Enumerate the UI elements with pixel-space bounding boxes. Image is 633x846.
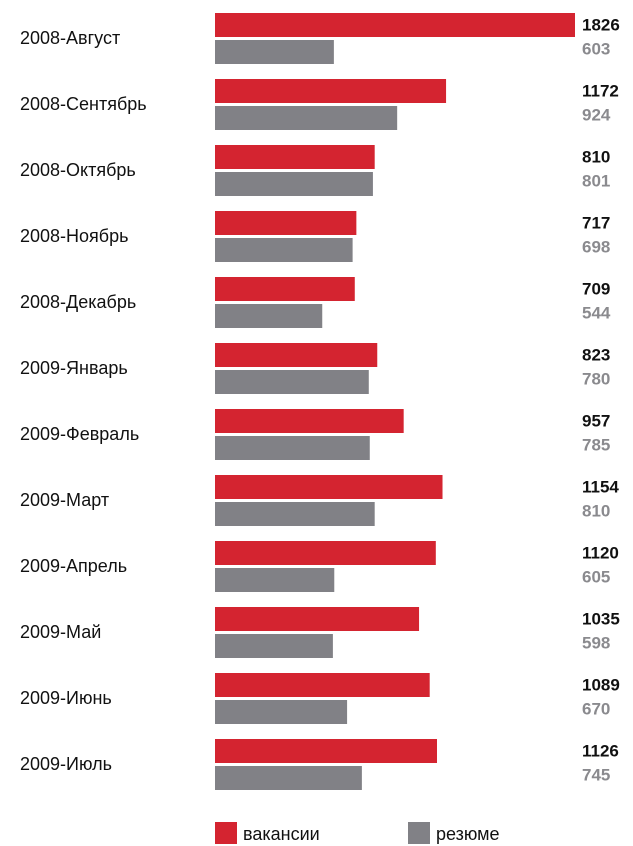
bar [215,502,375,526]
category-label: 2008-Сентябрь [20,94,147,114]
bar [215,370,369,394]
category-label: 2008-Декабрь [20,292,136,312]
value-label: 544 [582,303,611,322]
value-label: 709 [582,279,610,298]
bar [215,673,430,697]
value-label: 810 [582,147,610,166]
legend-label: вакансии [243,824,320,844]
bar [215,634,333,658]
bar [215,475,443,499]
category-label: 2009-Май [20,622,101,642]
category-label: 2009-Март [20,490,109,510]
value-label: 670 [582,699,610,718]
value-label: 1126 [582,741,619,760]
legend-label: резюме [436,824,500,844]
value-label: 745 [582,765,610,784]
bar [215,277,355,301]
value-label: 1120 [582,543,619,562]
bar [215,541,436,565]
category-label: 2009-Февраль [20,424,139,444]
bar [215,211,357,235]
bar [215,304,323,328]
value-label: 823 [582,345,610,364]
category-label: 2008-Август [20,28,120,48]
bar [215,145,375,169]
bar [215,607,420,631]
bar [215,343,378,367]
bar [215,106,398,130]
value-label: 1154 [582,477,619,496]
value-label: 698 [582,237,610,256]
category-label: 2009-Январь [20,358,128,378]
category-label: 2008-Октябрь [20,160,136,180]
bar [215,409,404,433]
bar [215,436,370,460]
value-label: 1089 [582,675,620,694]
legend-swatch [408,822,430,844]
value-label: 598 [582,633,610,652]
bar [215,739,437,763]
value-label: 780 [582,369,610,388]
bar [215,40,334,64]
category-label: 2009-Июль [20,754,112,774]
category-label: 2009-Апрель [20,556,127,576]
bar [215,568,335,592]
category-label: 2009-Июнь [20,688,112,708]
bar [215,238,353,262]
value-label: 1172 [582,81,619,100]
value-label: 717 [582,213,610,232]
value-label: 785 [582,435,610,454]
bar [215,766,362,790]
value-label: 957 [582,411,610,430]
value-label: 801 [582,171,610,190]
value-label: 605 [582,567,610,586]
legend-swatch [215,822,237,844]
bar [215,79,447,103]
value-label: 1826 [582,15,620,34]
bar [215,700,348,724]
value-label: 603 [582,39,610,58]
value-label: 1035 [582,609,620,628]
value-label: 924 [582,105,611,124]
bar [215,13,575,37]
bar [215,172,373,196]
value-label: 810 [582,501,610,520]
category-label: 2008-Ноябрь [20,226,129,246]
